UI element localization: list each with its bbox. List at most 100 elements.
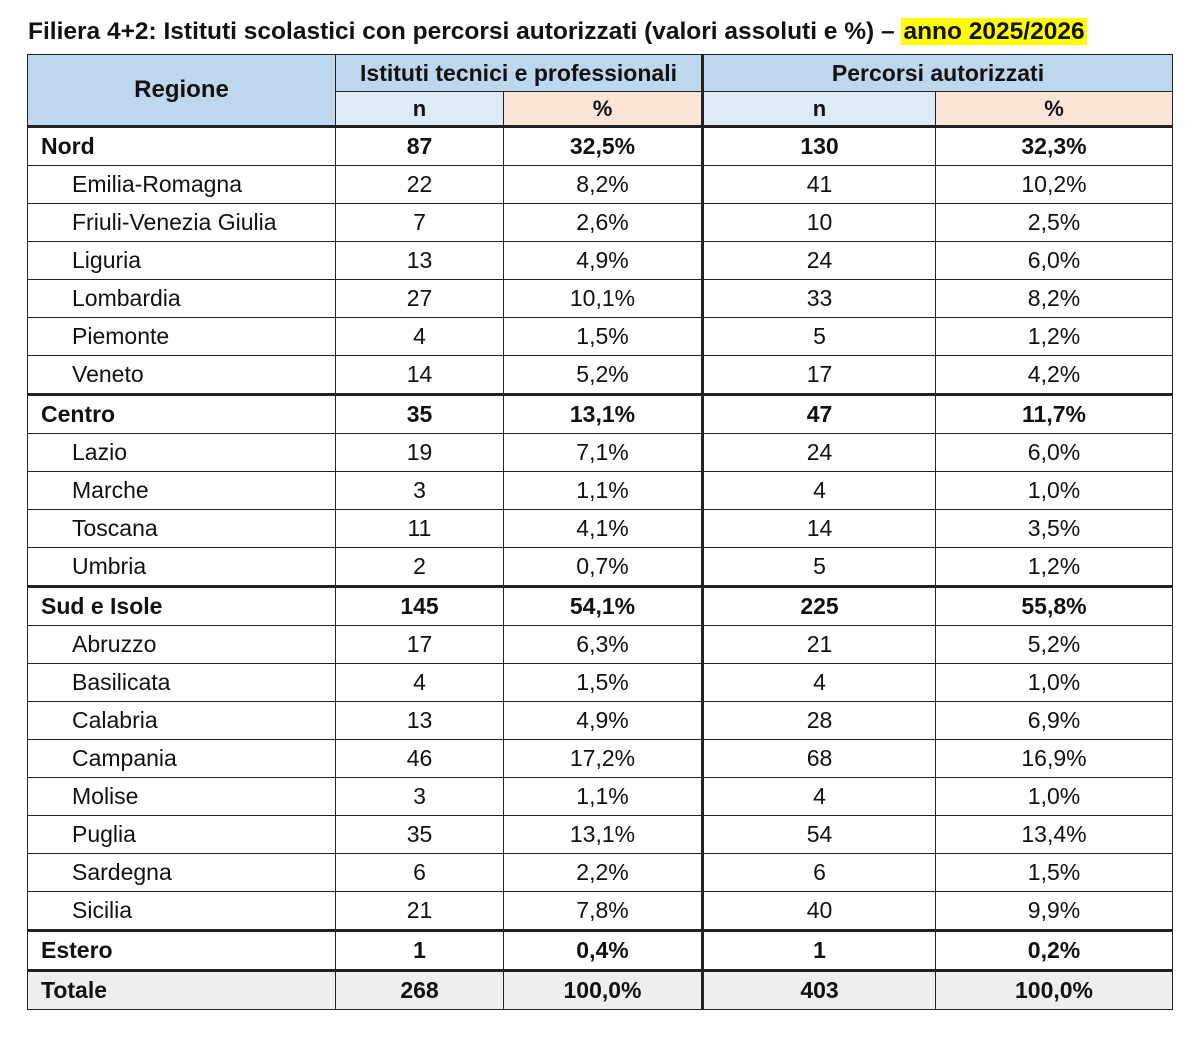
header-istituti: Istituti tecnici e professionali — [335, 54, 703, 92]
istituti-n-cell: 87 — [335, 125, 504, 166]
istituti-pct-cell: 5,2% — [503, 355, 703, 395]
percorsi-n-cell: 5 — [701, 317, 936, 356]
percorsi-n-cell: 41 — [701, 165, 936, 204]
percorsi-pct-cell: 6,0% — [935, 241, 1173, 280]
percorsi-pct-cell: 3,5% — [935, 509, 1173, 548]
percorsi-pct-cell: 5,2% — [935, 625, 1173, 664]
region-name-cell: Friuli-Venezia Giulia — [27, 203, 336, 242]
region-name-cell: Umbria — [27, 547, 336, 587]
region-name-cell: Emilia-Romagna — [27, 165, 336, 204]
percorsi-n-cell: 28 — [701, 701, 936, 740]
table-row: Abruzzo 17 6,3% 21 5,2% — [27, 625, 1173, 664]
percorsi-pct-cell: 0,2% — [935, 929, 1173, 971]
percorsi-n-cell: 4 — [701, 471, 936, 510]
percorsi-pct-cell: 1,2% — [935, 547, 1173, 587]
istituti-pct-cell: 7,1% — [503, 433, 703, 472]
istituti-pct-cell: 1,5% — [503, 317, 703, 356]
percorsi-n-cell: 4 — [701, 663, 936, 702]
total-row: Totale 268 100,0% 403 100,0% — [27, 969, 1173, 1010]
region-name-cell: Basilicata — [27, 663, 336, 702]
percorsi-pct-cell: 8,2% — [935, 279, 1173, 318]
istituti-n-cell: 6 — [335, 853, 504, 892]
istituti-n-cell: 13 — [335, 701, 504, 740]
header-istituti-pct: % — [503, 91, 703, 127]
percorsi-pct-cell: 4,2% — [935, 355, 1173, 395]
percorsi-pct-cell: 1,2% — [935, 317, 1173, 356]
percorsi-n-cell: 24 — [701, 433, 936, 472]
istituti-pct-cell: 7,8% — [503, 891, 703, 931]
region-name-cell: Centro — [27, 393, 336, 434]
istituti-n-cell: 3 — [335, 777, 504, 816]
table-row: Umbria 2 0,7% 5 1,2% — [27, 547, 1173, 587]
istituti-n-cell: 4 — [335, 317, 504, 356]
istituti-n-cell: 4 — [335, 663, 504, 702]
istituti-pct-cell: 10,1% — [503, 279, 703, 318]
istituti-pct-cell: 32,5% — [503, 125, 703, 166]
istituti-n-cell: 13 — [335, 241, 504, 280]
region-name-cell: Sicilia — [27, 891, 336, 931]
istituti-n-cell: 35 — [335, 393, 504, 434]
percorsi-n-cell: 33 — [701, 279, 936, 318]
percorsi-pct-cell: 13,4% — [935, 815, 1173, 854]
header-percorsi-pct: % — [935, 91, 1173, 127]
istituti-n-cell: 14 — [335, 355, 504, 395]
istituti-n-cell: 268 — [335, 969, 504, 1010]
istituti-n-cell: 145 — [335, 585, 504, 626]
istituti-n-cell: 22 — [335, 165, 504, 204]
percorsi-pct-cell: 9,9% — [935, 891, 1173, 931]
istituti-pct-cell: 4,9% — [503, 241, 703, 280]
istituti-n-cell: 21 — [335, 891, 504, 931]
istituti-n-cell: 17 — [335, 625, 504, 664]
region-name-cell: Liguria — [27, 241, 336, 280]
percorsi-n-cell: 6 — [701, 853, 936, 892]
table-row: Sicilia 21 7,8% 40 9,9% — [27, 891, 1173, 931]
istituti-n-cell: 7 — [335, 203, 504, 242]
title-text: Filiera 4+2: Istituti scolastici con per… — [28, 18, 895, 45]
table-row: Emilia-Romagna 22 8,2% 41 10,2% — [27, 165, 1173, 204]
header-percorsi: Percorsi autorizzati — [701, 54, 1173, 92]
percorsi-n-cell: 40 — [701, 891, 936, 931]
percorsi-pct-cell: 100,0% — [935, 969, 1173, 1010]
table-title: Filiera 4+2: Istituti scolastici con per… — [28, 18, 1188, 46]
istituti-pct-cell: 1,1% — [503, 777, 703, 816]
region-name-cell: Totale — [27, 969, 336, 1010]
table-row: Veneto 14 5,2% 17 4,2% — [27, 355, 1173, 395]
header-percorsi-n: n — [701, 91, 936, 127]
table-row: Molise 3 1,1% 4 1,0% — [27, 777, 1173, 816]
table-row: Lombardia 27 10,1% 33 8,2% — [27, 279, 1173, 318]
istituti-n-cell: 35 — [335, 815, 504, 854]
istituti-pct-cell: 0,7% — [503, 547, 703, 587]
region-name-cell: Toscana — [27, 509, 336, 548]
istituti-pct-cell: 4,1% — [503, 509, 703, 548]
istituti-n-cell: 11 — [335, 509, 504, 548]
percorsi-n-cell: 47 — [701, 393, 936, 434]
header-istituti-n: n — [335, 91, 504, 127]
region-name-cell: Molise — [27, 777, 336, 816]
percorsi-n-cell: 21 — [701, 625, 936, 664]
region-name-cell: Marche — [27, 471, 336, 510]
data-table: Regione Istituti tecnici e professionali… — [27, 54, 1173, 1010]
table-row: Puglia 35 13,1% 54 13,4% — [27, 815, 1173, 854]
table-row: Toscana 11 4,1% 14 3,5% — [27, 509, 1173, 548]
istituti-n-cell: 27 — [335, 279, 504, 318]
percorsi-n-cell: 5 — [701, 547, 936, 587]
istituti-pct-cell: 13,1% — [503, 815, 703, 854]
percorsi-n-cell: 225 — [701, 585, 936, 626]
istituti-pct-cell: 2,6% — [503, 203, 703, 242]
istituti-pct-cell: 17,2% — [503, 739, 703, 778]
table-row: Friuli-Venezia Giulia 7 2,6% 10 2,5% — [27, 203, 1173, 242]
table-row: Liguria 13 4,9% 24 6,0% — [27, 241, 1173, 280]
istituti-pct-cell: 0,4% — [503, 929, 703, 971]
region-name-cell: Piemonte — [27, 317, 336, 356]
istituti-pct-cell: 8,2% — [503, 165, 703, 204]
percorsi-pct-cell: 1,0% — [935, 471, 1173, 510]
istituti-n-cell: 46 — [335, 739, 504, 778]
table-row: Basilicata 4 1,5% 4 1,0% — [27, 663, 1173, 702]
table-row: Calabria 13 4,9% 28 6,9% — [27, 701, 1173, 740]
istituti-n-cell: 3 — [335, 471, 504, 510]
istituti-n-cell: 1 — [335, 929, 504, 971]
percorsi-pct-cell: 6,0% — [935, 433, 1173, 472]
region-name-cell: Sardegna — [27, 853, 336, 892]
istituti-pct-cell: 100,0% — [503, 969, 703, 1010]
istituti-pct-cell: 13,1% — [503, 393, 703, 434]
